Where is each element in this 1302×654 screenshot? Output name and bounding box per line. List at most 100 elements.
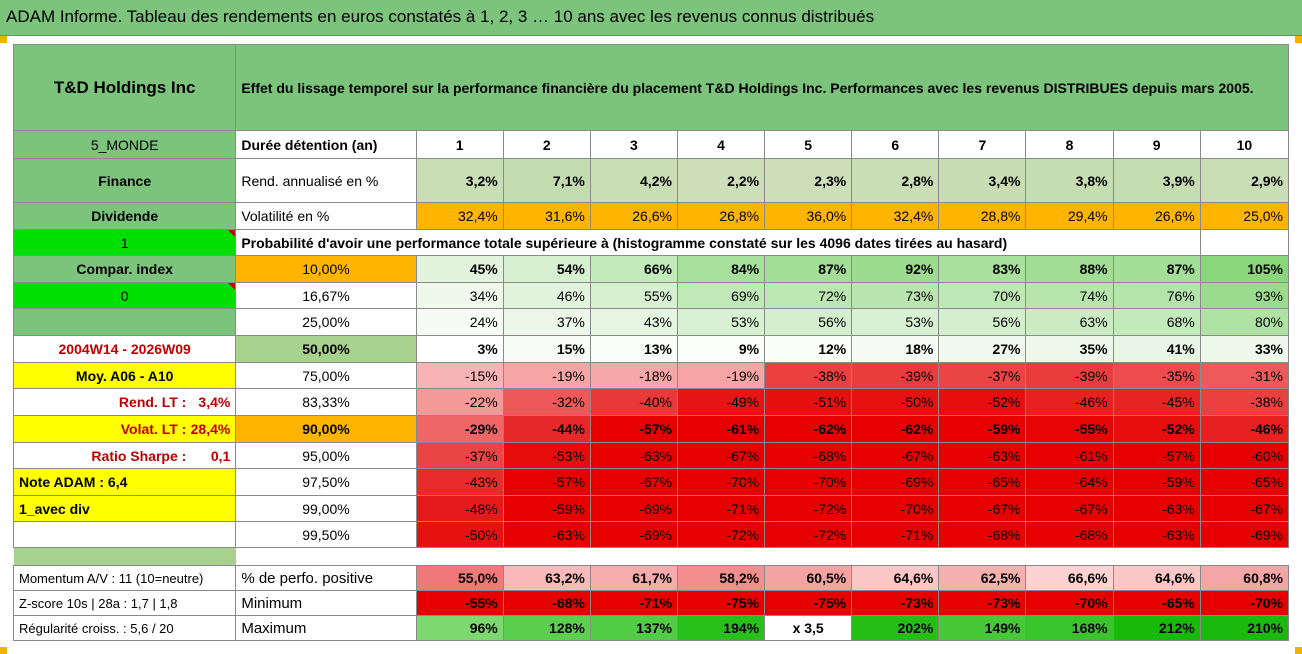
spacer-cell: [416, 547, 504, 566]
row-label: Rend. annualisé en %: [235, 158, 417, 203]
value-cell: -71%: [851, 521, 940, 548]
metric-label: Volat. LT :: [120, 421, 187, 437]
summary-value: -73%: [851, 590, 940, 616]
table-row: 0 16,67% 34% 46% 55% 69% 72% 73% 70% 74% 76% 93%: [12, 282, 1290, 309]
summary-metric: Z-score 10s | 28a : 1,7 | 1,8: [12, 590, 237, 616]
table-row: Volat. LT :28,4% 90,00% -29% -44% -57% -61% -6…: [12, 415, 1290, 443]
row-category: [12, 308, 237, 336]
summary-value: 168%: [1025, 615, 1114, 641]
value-cell: 2,3%: [764, 158, 853, 203]
summary-value: -70%: [1025, 590, 1114, 616]
value-cell: -70%: [676, 468, 766, 496]
probability-caption: Probabilité d'avoir une performance tota…: [235, 229, 1201, 256]
spacer-cell: [1025, 547, 1114, 566]
summary-value: -65%: [1112, 590, 1201, 616]
row-label: 50,00%: [235, 335, 417, 363]
value-cell: -59%: [1112, 468, 1201, 496]
value-cell: -67%: [851, 442, 940, 469]
value-cell: -46%: [1025, 388, 1114, 416]
value-cell: -52%: [1112, 415, 1201, 443]
value-cell: -67%: [589, 468, 678, 496]
summary-value: 128%: [502, 615, 591, 641]
value-cell: 53%: [676, 308, 766, 336]
value-cell: 27%: [938, 335, 1027, 363]
value-cell: -63%: [1112, 521, 1201, 548]
value-cell: -50%: [851, 388, 940, 416]
value-cell: 72%: [764, 282, 853, 309]
table-row: 99,50% -50% -63% -69% -72% -72% -71% -68% -68% -6…: [12, 521, 1290, 548]
corner-marker: [1295, 36, 1302, 43]
value-cell: -38%: [764, 362, 853, 389]
value-cell: 66%: [589, 255, 678, 283]
spacer-cell: [1200, 547, 1289, 566]
value-cell: 63%: [1025, 308, 1114, 336]
summary-value: x 3,5: [764, 615, 853, 641]
value-cell: -45%: [1112, 388, 1201, 416]
value-cell: -18%: [589, 362, 678, 389]
value-cell: 35%: [1025, 335, 1114, 363]
value-cell: -37%: [938, 362, 1027, 389]
value-cell: 26,8%: [676, 202, 766, 230]
value-cell: -59%: [502, 495, 591, 522]
row-category: [12, 521, 237, 548]
value-cell: 3,2%: [415, 158, 504, 203]
value-cell: 33%: [1199, 335, 1290, 363]
value-cell: -72%: [764, 495, 853, 522]
summary-value: -75%: [764, 590, 853, 616]
value-cell: -65%: [938, 468, 1027, 496]
value-cell: -60%: [1199, 442, 1290, 469]
performance-table-body: T&D Holdings Inc Effet du lissage tempor…: [12, 44, 1290, 641]
summary-row: Momentum A/V : 11 (10=neutre)% de perfo.…: [12, 565, 1290, 591]
value-cell: -57%: [589, 415, 678, 443]
table-description: Effet du lissage temporel sur la perform…: [235, 44, 1289, 131]
table-row: 1_avec div 99,00% -48% -59% -69% -71% -72% -70%…: [12, 495, 1290, 522]
value-cell: 4,2%: [589, 158, 678, 203]
value-cell: 43%: [589, 308, 678, 336]
summary-metric: Régularité croiss. : 5,6 / 20: [12, 615, 237, 641]
value-cell: -68%: [1025, 521, 1114, 548]
value-cell: 56%: [938, 308, 1027, 336]
value-cell: 26,6%: [1112, 202, 1201, 230]
duration-header: 7: [938, 130, 1027, 159]
row-label: 95,00%: [235, 442, 417, 469]
header-row: T&D Holdings Inc Effet du lissage tempor…: [12, 44, 1289, 131]
duration-header: 3: [589, 130, 678, 159]
row-label: 83,33%: [235, 388, 417, 416]
duration-header: 1: [415, 130, 504, 159]
value-cell: -48%: [415, 495, 504, 522]
row-label: 10,00%: [235, 255, 417, 283]
value-cell: 56%: [764, 308, 853, 336]
spacer-cell: [764, 547, 852, 566]
value-cell: 32,4%: [415, 202, 504, 230]
value-cell: 84%: [676, 255, 766, 283]
spacer-cell: [235, 547, 417, 566]
value-cell: -69%: [1199, 521, 1290, 548]
summary-label: % de perfo. positive: [235, 565, 417, 591]
row-category: 5_MONDE: [12, 130, 237, 159]
value-cell: 24%: [415, 308, 504, 336]
row-category: 1_avec div: [12, 495, 237, 522]
value-cell: 31,6%: [502, 202, 591, 230]
value-cell: 18%: [851, 335, 940, 363]
table-row: 2004W14 - 2026W09 50,00% 3% 15% 13% 9% 12% 18% 2…: [12, 335, 1290, 363]
value-cell: -71%: [676, 495, 766, 522]
report-title: ADAM Informe. Tableau des rendements en …: [6, 7, 875, 26]
value-cell: -67%: [1199, 495, 1290, 522]
value-cell: -59%: [938, 415, 1027, 443]
value-cell: 34%: [415, 282, 504, 309]
value-cell: 15%: [502, 335, 591, 363]
table-row: Compar. index 10,00% 45% 54% 66% 84% 87% 92% 83%…: [12, 255, 1290, 283]
value-cell: 3%: [415, 335, 504, 363]
spacer-cell: [503, 547, 591, 566]
summary-value: 55,0%: [415, 565, 504, 591]
value-cell: -31%: [1199, 362, 1290, 389]
value-cell: 74%: [1025, 282, 1114, 309]
table-row: Rend. LT : 3,4% 83,33% -22% -32% -40% -49% -51%…: [12, 388, 1290, 416]
value-cell: -69%: [589, 495, 678, 522]
value-cell: -64%: [1025, 468, 1114, 496]
value-cell: -57%: [1112, 442, 1201, 469]
row-category: Compar. index: [12, 255, 237, 283]
row-category: Note ADAM : 6,4: [12, 468, 237, 496]
table-row: 25,00% 24% 37% 43% 53% 56% 53% 56% 63% 68% 80%: [12, 308, 1290, 336]
row-label: Durée détention (an): [235, 130, 417, 159]
